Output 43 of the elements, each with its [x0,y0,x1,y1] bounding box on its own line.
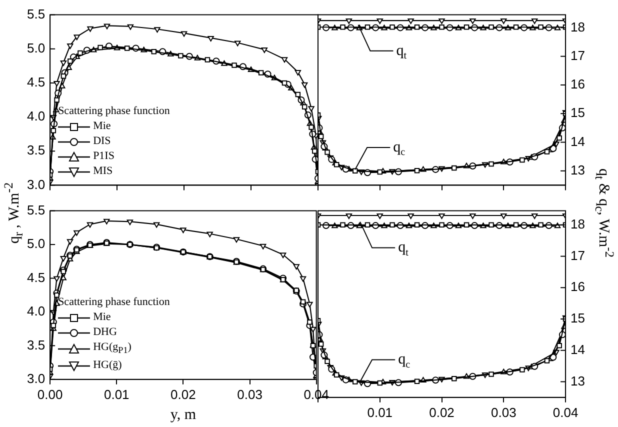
y-tick-label: 18 [570,19,586,34]
x-tick-label: 0.02 [429,404,454,420]
y-tick-label: 4.5 [26,270,46,285]
y-tick-label: 15 [570,310,586,326]
y-tick-label: 4.0 [26,304,46,319]
y-tick-label: 13 [570,162,586,178]
y-tick-label: 4.0 [26,108,46,124]
x-tick-label: 0.01 [367,404,393,420]
legend-label: DHG [93,325,117,340]
y-tick-label: 16 [570,76,586,92]
legend-label: DIS [93,134,111,150]
legend-label: Mie [93,119,111,134]
y-tick-label: 14 [570,342,586,357]
y-tick-label: 16 [570,279,586,294]
x-tick-label: 0.04 [552,404,578,420]
y-tick-label: 17 [570,248,586,263]
x-tick-label: 0.00 [37,386,63,402]
y-tick-label: 3.5 [26,337,46,352]
legend-title: Scattering phase function [58,104,170,120]
y-tick-label: 3.0 [26,176,46,192]
y-tick-label: 4.5 [26,74,46,90]
legend-label: P1IS [93,149,114,164]
y-tick-label: 5.0 [26,40,46,56]
y-tick-label: 5.5 [26,6,46,22]
y-tick-label: 17 [570,48,586,63]
y-tick-label: 15 [570,105,586,120]
legend-label: HG(g$_{P1}$) [93,340,132,358]
x-tick-label: 0.03 [237,386,262,402]
y-tick-label: 5.5 [26,202,46,218]
y-tick-label: 14 [570,134,586,149]
legend-label: HG(ḡ) [93,358,122,374]
y-tick-label: 3.0 [26,370,46,386]
y-tick-label: 13 [570,373,586,388]
legend-label: MIS [93,164,113,180]
legend-label: Mie [93,310,111,326]
y-tick-label: 3.5 [26,142,46,158]
x-tick-label: 0.03 [491,404,516,420]
x-tick-label: 0.01 [104,386,130,402]
y-tick-label: 18 [570,216,586,232]
legend-title: Scattering phase function [58,295,170,310]
x-tick-label: 0.02 [170,386,196,402]
x-axis-title: y, m [170,406,196,423]
y-tick-label: 5.0 [26,236,46,252]
